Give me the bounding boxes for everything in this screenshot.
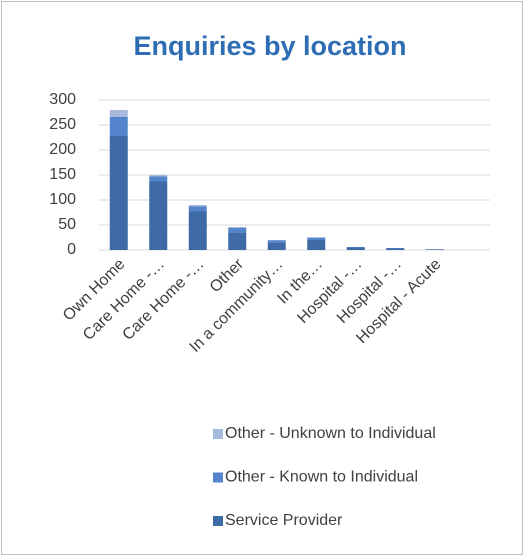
legend-label: Other - Unknown to Individual [225,425,436,442]
legend-swatch [213,429,223,439]
y-tick-label: 50 [58,216,76,233]
bar [149,181,168,250]
y-tick-label: 250 [49,116,76,133]
bar [188,205,207,207]
bar [188,211,207,250]
bar [267,243,286,250]
bar [109,117,128,136]
bar [188,206,207,212]
y-tick-label: 100 [49,191,76,208]
bar [228,233,247,250]
bar [425,249,444,250]
chart-title: Enquiries by location [133,31,406,61]
bar [346,247,365,248]
legend-swatch [213,516,223,526]
y-tick-label: 300 [49,91,76,108]
bar [425,249,444,250]
bar [267,240,286,243]
bar [386,248,405,250]
bar [307,240,326,250]
bar [386,248,405,249]
y-tick-label: 0 [67,241,76,258]
bar [228,228,247,233]
bar [149,176,168,182]
legend-label: Other - Known to Individual [225,469,418,486]
bar [228,227,247,228]
bar [109,110,128,117]
bar [346,247,365,250]
bar [149,175,168,177]
legend-swatch [213,472,223,483]
bar [267,240,286,241]
bar [307,237,326,240]
bar [109,136,128,250]
y-tick-label: 200 [49,141,76,158]
legend-label: Service Provider [225,512,343,529]
y-tick-label: 150 [49,166,76,183]
